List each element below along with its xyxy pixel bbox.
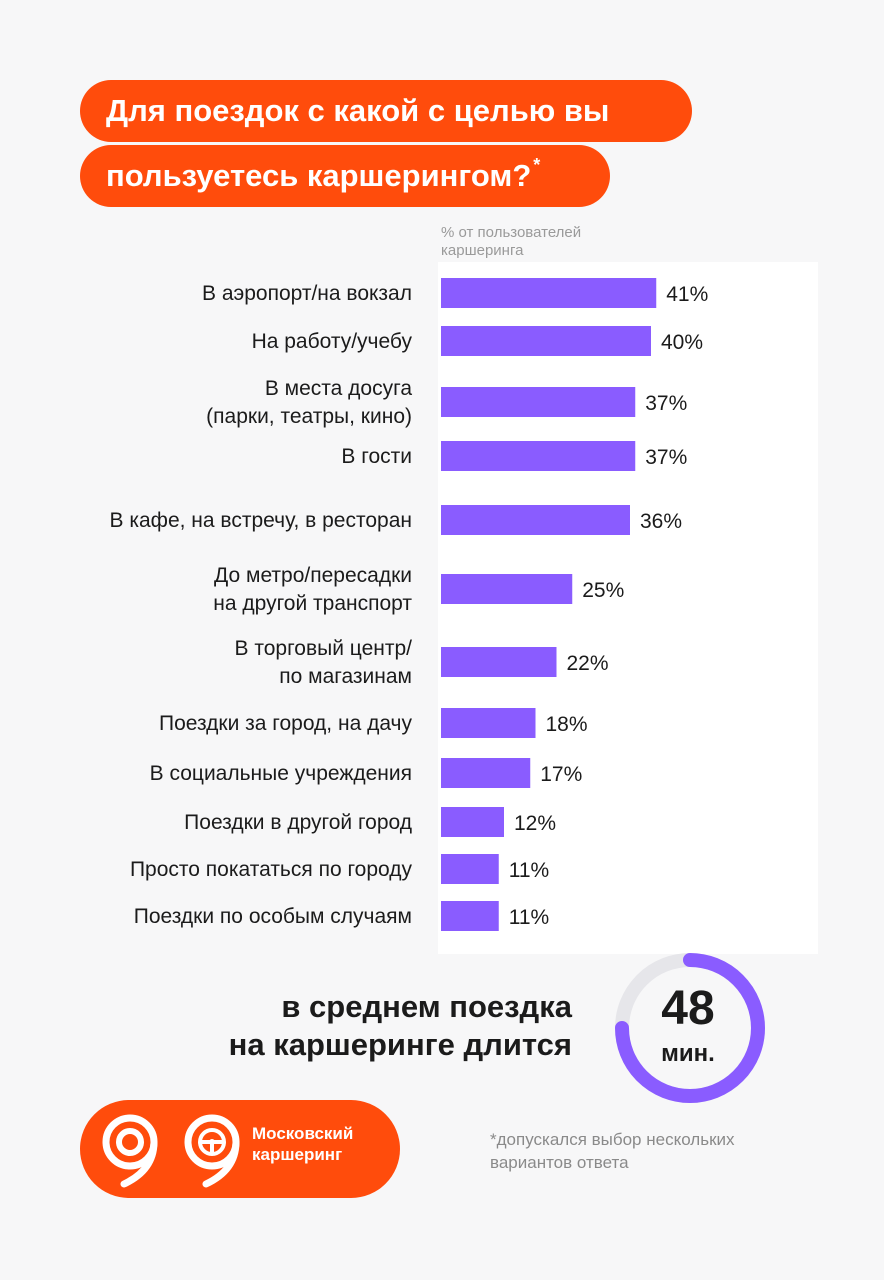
title-text-2: пользуетесь каршерингом?	[106, 158, 532, 193]
chart-panel	[438, 262, 818, 954]
category-label-8: Поездки за город, на дачу	[159, 712, 413, 735]
title-line-1: Для поездок с какой с целью вы	[80, 80, 692, 142]
nine-logo-icon	[102, 1114, 158, 1188]
category-label-1: В аэропорт/на вокзал	[202, 282, 412, 305]
brand-name: Московский каршеринг	[252, 1123, 392, 1165]
duration-value: 48	[661, 982, 715, 1035]
average-text-line-2: на каршеринге длится	[228, 1027, 572, 1062]
category-label-3-1: В места досуга	[265, 377, 412, 400]
category-label-11: Просто покататься по городу	[130, 858, 413, 881]
category-label-7-1: В торговый центр/	[235, 637, 413, 660]
brand-logo	[80, 1100, 400, 1198]
steering-wheel-icon	[184, 1114, 240, 1188]
average-text-line-1: в среднем поездка	[281, 989, 572, 1024]
category-label-4: В гости	[341, 445, 412, 468]
category-label-6-1: До метро/пересадки	[214, 564, 412, 587]
category-label-3-2: (парки, театры, кино)	[206, 405, 412, 428]
duration-ring	[615, 953, 765, 1103]
ring-arc	[615, 953, 765, 1103]
category-label-2: На работу/учебу	[252, 330, 413, 353]
category-label-5: В кафе, на встречу, в ресторан	[110, 509, 412, 532]
title-asterisk: *	[533, 155, 541, 175]
category-label-10: Поездки в другой город	[184, 811, 412, 834]
category-label-9: В социальные учреждения	[150, 762, 412, 785]
brand-line-2: каршеринг	[252, 1145, 343, 1164]
category-label-12: Поездки по особым случаям	[134, 905, 412, 928]
brand-line-1: Московский	[252, 1124, 354, 1143]
category-label-6-2: на другой транспорт	[213, 592, 412, 615]
average-trip-text: в среднем поездка на каршеринге длится	[200, 988, 572, 1064]
axis-note: % от пользователей каршеринга	[441, 224, 582, 259]
footnote: *допускался выбор нескольких вариантов о…	[490, 1130, 735, 1172]
title-line-2: пользуетесь каршерингом? *	[80, 145, 610, 207]
title-text-1: Для поездок с какой с целью вы	[106, 93, 610, 128]
duration-unit: мин.	[661, 1040, 715, 1067]
category-label-7-2: по магазинам	[279, 665, 412, 688]
